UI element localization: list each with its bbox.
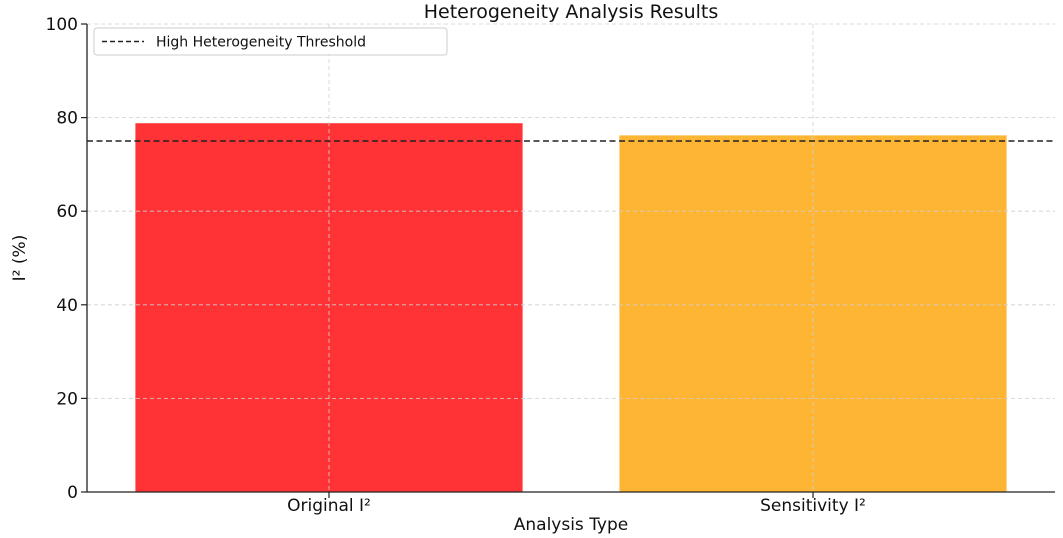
y-tick-label: 80 [56,109,78,129]
bars [135,123,1007,492]
y-tick-label: 40 [56,296,78,316]
y-axis-ticks: 0 20 40 60 80 100 [46,15,87,503]
chart-title: Heterogeneity Analysis Results [424,1,719,23]
x-tick-label: Sensitivity I² [760,496,866,516]
x-axis-title: Analysis Type [514,515,629,535]
y-axis-title: I² (%) [10,235,30,282]
y-tick-label: 0 [67,483,78,503]
grid-lines [87,23,1055,492]
legend-box [93,27,448,56]
y-tick-label: 100 [46,15,78,35]
x-axis-ticks: Original I² Sensitivity I² [287,492,866,516]
x-tick-label: Original I² [287,496,371,516]
y-tick-label: 60 [56,202,78,222]
legend-threshold-label: High Heterogeneity Threshold [156,35,366,51]
y-tick-label: 20 [56,389,78,409]
legend: High Heterogeneity Threshold [93,27,448,56]
